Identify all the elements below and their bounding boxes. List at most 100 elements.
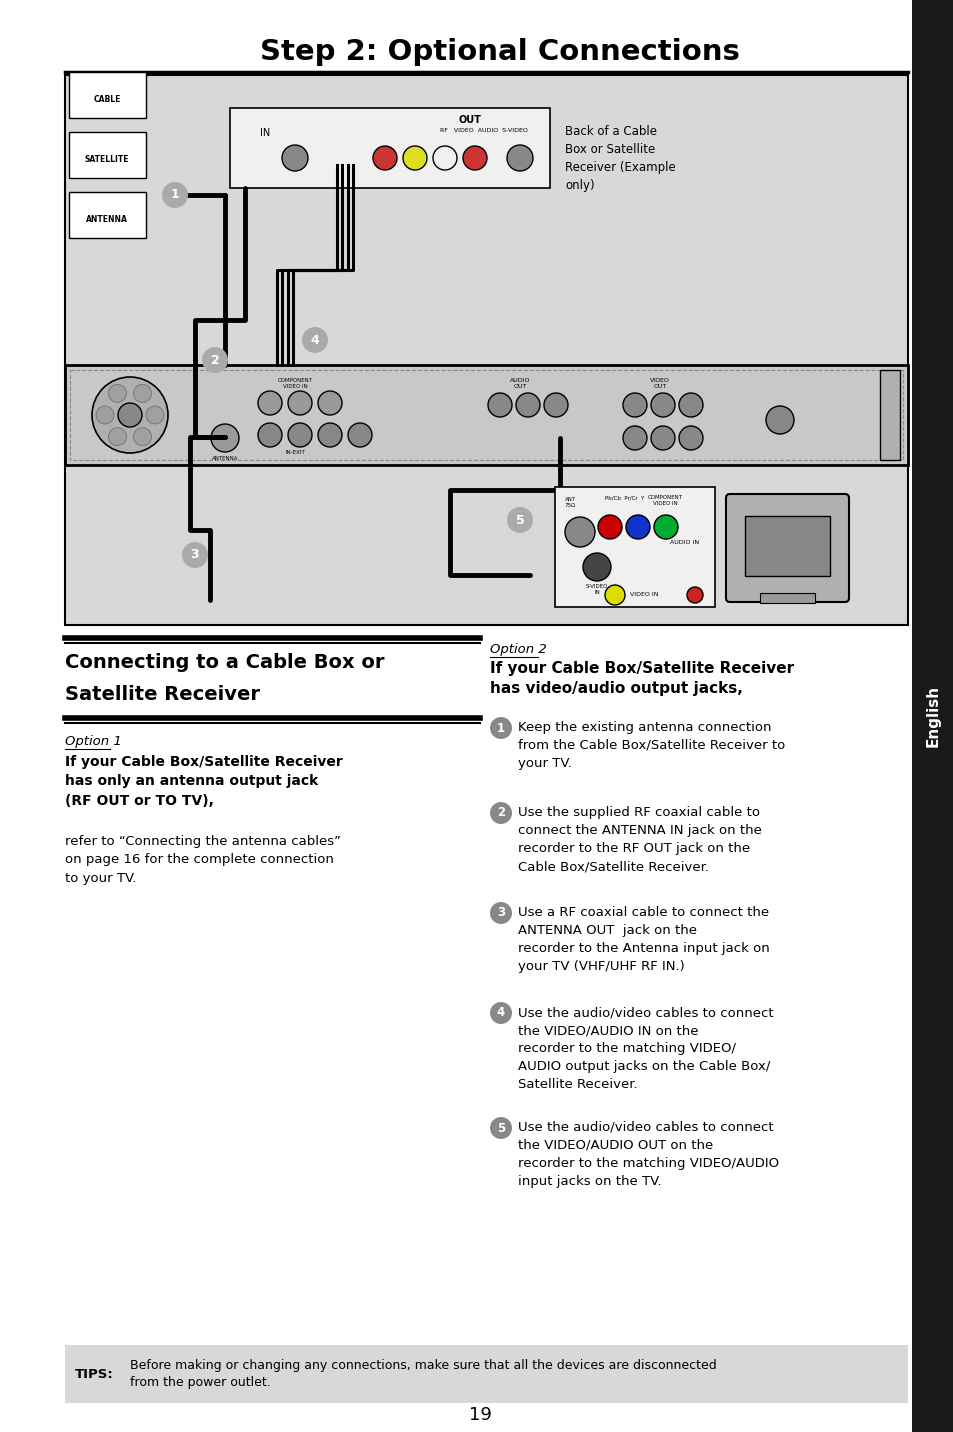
Circle shape xyxy=(433,146,456,170)
Bar xyxy=(744,516,829,576)
Text: Use a RF coaxial cable to connect the
ANTENNA OUT  jack on the
recorder to the A: Use a RF coaxial cable to connect the AN… xyxy=(517,906,769,972)
Text: OUT: OUT xyxy=(458,115,481,125)
Circle shape xyxy=(133,428,152,445)
Circle shape xyxy=(109,428,127,445)
Bar xyxy=(70,369,902,460)
Circle shape xyxy=(654,516,678,538)
Circle shape xyxy=(402,146,427,170)
Bar xyxy=(760,593,814,603)
Text: Use the audio/video cables to connect
the VIDEO/AUDIO IN on the
recorder to the : Use the audio/video cables to connect th… xyxy=(517,1007,773,1091)
Text: 3: 3 xyxy=(191,548,199,561)
Text: S-VIDEO
IN: S-VIDEO IN xyxy=(585,584,608,594)
Text: Back of a Cable
Box or Satellite
Receiver (Example
only): Back of a Cable Box or Satellite Receive… xyxy=(564,125,675,192)
Text: 4: 4 xyxy=(497,1007,504,1020)
Text: Connecting to a Cable Box or: Connecting to a Cable Box or xyxy=(65,653,384,672)
FancyBboxPatch shape xyxy=(725,494,848,601)
Text: If your Cable Box/Satellite Receiver
has video/audio output jacks,: If your Cable Box/Satellite Receiver has… xyxy=(490,662,793,696)
Bar xyxy=(911,0,953,1432)
Text: VIDEO
OUT: VIDEO OUT xyxy=(649,378,669,390)
Bar xyxy=(65,365,907,465)
Circle shape xyxy=(146,407,164,424)
FancyBboxPatch shape xyxy=(230,107,550,188)
Text: 3: 3 xyxy=(497,906,504,919)
Circle shape xyxy=(257,391,282,415)
Text: Option 2: Option 2 xyxy=(490,643,546,656)
Circle shape xyxy=(650,392,675,417)
Text: 2: 2 xyxy=(211,354,219,367)
Text: Step 2: Optional Connections: Step 2: Optional Connections xyxy=(260,39,740,66)
Circle shape xyxy=(686,587,702,603)
Circle shape xyxy=(182,541,208,569)
Text: refer to “Connecting the antenna cables”
on page 16 for the complete connection
: refer to “Connecting the antenna cables”… xyxy=(65,835,340,885)
Text: ANTENNA: ANTENNA xyxy=(212,455,238,461)
FancyBboxPatch shape xyxy=(555,487,714,607)
Circle shape xyxy=(506,507,533,533)
Text: Keep the existing antenna connection
from the Cable Box/Satellite Receiver to
yo: Keep the existing antenna connection fro… xyxy=(517,720,784,770)
Text: ANT
75Ω: ANT 75Ω xyxy=(564,497,576,508)
FancyBboxPatch shape xyxy=(69,72,146,117)
Circle shape xyxy=(490,802,512,823)
Circle shape xyxy=(564,517,595,547)
Circle shape xyxy=(133,384,152,402)
Text: AUDIO IN: AUDIO IN xyxy=(669,540,699,544)
Text: 1: 1 xyxy=(497,722,504,735)
Text: 2: 2 xyxy=(497,806,504,819)
Circle shape xyxy=(582,553,610,581)
Text: Use the supplied RF coaxial cable to
connect the ANTENNA IN jack on the
recorder: Use the supplied RF coaxial cable to con… xyxy=(517,806,761,874)
Circle shape xyxy=(282,145,308,170)
Text: COMPONENT
VIDEO IN: COMPONENT VIDEO IN xyxy=(647,495,681,505)
Circle shape xyxy=(211,424,239,453)
Circle shape xyxy=(679,425,702,450)
Circle shape xyxy=(488,392,512,417)
Circle shape xyxy=(604,586,624,604)
Text: 19: 19 xyxy=(468,1406,491,1423)
FancyBboxPatch shape xyxy=(69,192,146,238)
Circle shape xyxy=(490,902,512,924)
Bar xyxy=(879,369,899,460)
Text: RF   VIDEO  AUDIO  S-VIDEO: RF VIDEO AUDIO S-VIDEO xyxy=(439,127,527,133)
Bar xyxy=(65,1345,907,1403)
Text: VIDEO IN: VIDEO IN xyxy=(629,593,658,597)
Circle shape xyxy=(91,377,168,453)
Circle shape xyxy=(543,392,567,417)
Text: 1: 1 xyxy=(171,189,179,202)
FancyBboxPatch shape xyxy=(69,132,146,178)
Circle shape xyxy=(506,145,533,170)
Circle shape xyxy=(257,422,282,447)
Circle shape xyxy=(462,146,486,170)
Circle shape xyxy=(302,326,328,354)
Text: Option 1: Option 1 xyxy=(65,735,122,748)
Circle shape xyxy=(490,717,512,739)
Circle shape xyxy=(317,391,341,415)
Circle shape xyxy=(109,384,127,402)
Circle shape xyxy=(622,392,646,417)
Circle shape xyxy=(202,347,228,372)
Text: IN: IN xyxy=(259,127,270,137)
Text: ANTENNA: ANTENNA xyxy=(86,215,128,225)
Text: Pb/Cb  Pr/Cr  Y: Pb/Cb Pr/Cr Y xyxy=(604,495,644,500)
Text: 5: 5 xyxy=(515,514,524,527)
Text: TIPS:: TIPS: xyxy=(75,1368,113,1380)
Circle shape xyxy=(373,146,396,170)
Text: COMPONENT
VIDEO IN: COMPONENT VIDEO IN xyxy=(277,378,313,390)
Text: IN-EXIT: IN-EXIT xyxy=(285,450,305,455)
Circle shape xyxy=(288,422,312,447)
Circle shape xyxy=(96,407,113,424)
Circle shape xyxy=(516,392,539,417)
Circle shape xyxy=(118,402,142,427)
Circle shape xyxy=(490,1117,512,1138)
Circle shape xyxy=(317,422,341,447)
Text: If your Cable Box/Satellite Receiver
has only an antenna output jack
(RF OUT or : If your Cable Box/Satellite Receiver has… xyxy=(65,755,342,808)
Circle shape xyxy=(625,516,649,538)
Circle shape xyxy=(679,392,702,417)
Text: AUDIO
OUT: AUDIO OUT xyxy=(509,378,530,390)
Circle shape xyxy=(650,425,675,450)
Text: SATELLITE: SATELLITE xyxy=(85,156,129,165)
Circle shape xyxy=(765,407,793,434)
Text: Use the audio/video cables to connect
the VIDEO/AUDIO OUT on the
recorder to the: Use the audio/video cables to connect th… xyxy=(517,1121,779,1189)
Text: 5: 5 xyxy=(497,1121,504,1134)
Circle shape xyxy=(162,182,188,208)
Text: Satellite Receiver: Satellite Receiver xyxy=(65,684,260,705)
Circle shape xyxy=(348,422,372,447)
Bar xyxy=(65,74,907,624)
